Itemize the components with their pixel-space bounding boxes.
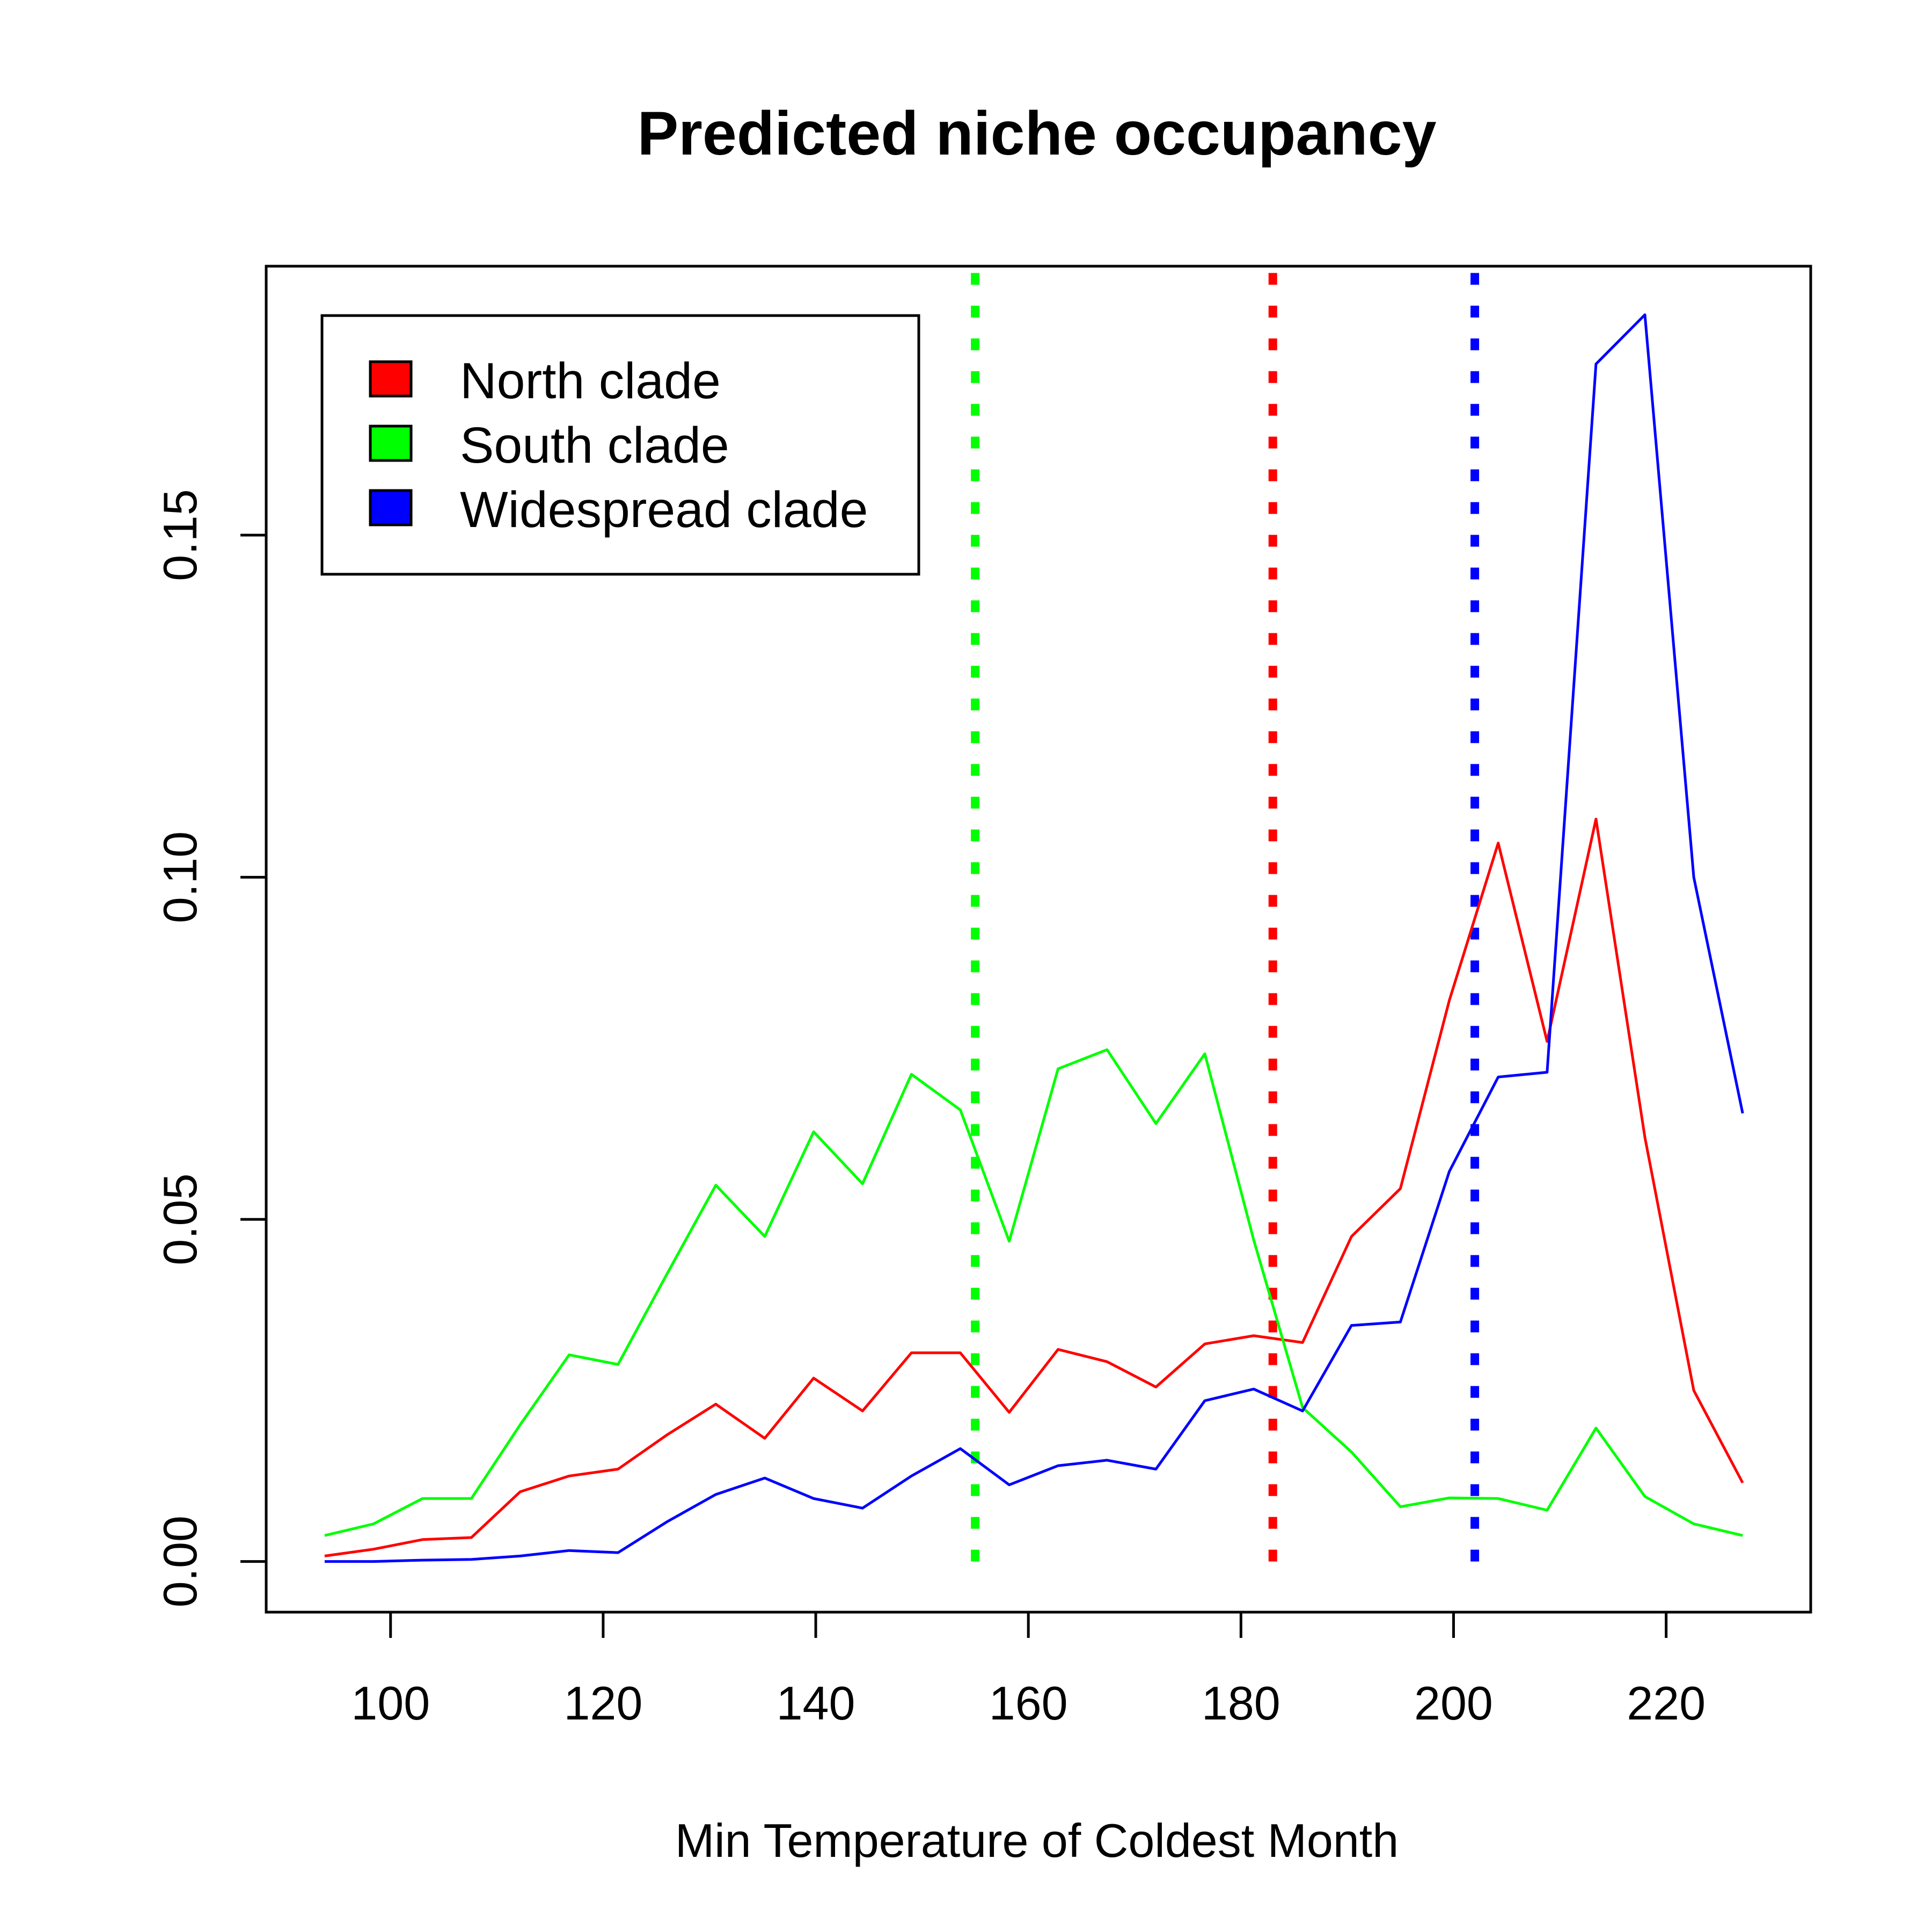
x-tick-label: 220 <box>1627 1677 1706 1730</box>
legend-swatch <box>369 360 413 398</box>
legend: North clade South clade Widespread clade <box>320 314 920 576</box>
legend-label: North clade <box>460 353 721 409</box>
y-tick-label: 0.00 <box>153 1516 207 1607</box>
x-tick-label: 140 <box>777 1677 855 1730</box>
series-line-0 <box>324 817 1744 1557</box>
x-tick-label: 180 <box>1202 1677 1280 1730</box>
x-axis: 100 120 140 160 180 200 220 <box>351 1611 1706 1730</box>
x-tick-label: 160 <box>989 1677 1068 1730</box>
y-tick-label: 0.15 <box>153 489 207 581</box>
legend-swatch <box>369 489 413 526</box>
series-line-1 <box>324 1048 1743 1537</box>
series-lines <box>324 313 1744 1563</box>
x-tick-label: 200 <box>1414 1677 1493 1730</box>
plot-frame <box>265 265 1812 1614</box>
chart-title: Predicted niche occupancy <box>637 99 1436 168</box>
x-tick-label: 120 <box>564 1677 642 1730</box>
legend-label: Widespread clade <box>460 481 868 538</box>
x-axis-label: Min Temperature of Coldest Month <box>675 1814 1399 1867</box>
x-tick-label: 100 <box>351 1677 430 1730</box>
series-line-2 <box>324 313 1744 1563</box>
y-tick-label: 0.10 <box>153 831 207 923</box>
legend-swatch <box>369 425 413 462</box>
legend-label: South clade <box>460 417 729 474</box>
legend-box <box>320 314 920 576</box>
y-tick-label: 0.05 <box>153 1173 207 1265</box>
